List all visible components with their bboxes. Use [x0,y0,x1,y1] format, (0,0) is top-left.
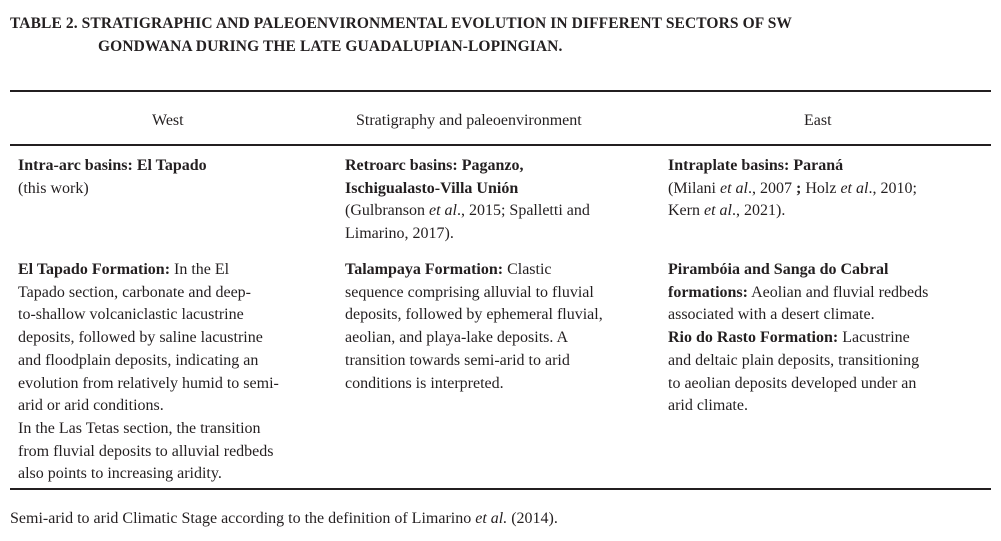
header-west: West [152,112,184,129]
text: In the El [170,261,230,278]
cell-line: Intraplate basins: Paraná [668,155,917,178]
text: and floodplain deposits, indicating an [18,351,259,369]
text: aeolian, and playa-lake deposits. A [345,329,569,347]
cell-line: Talampaya Formation: Clastic [345,259,603,282]
table-cell-west: Intra-arc basins: El Tapado (this work) [18,155,207,200]
text: evolution from relatively humid to semi- [18,374,279,392]
cell-line: from fluvial deposits to alluvial redbed… [18,441,279,464]
text: associated with a desert climate. [668,306,875,324]
cell-line: aeolian, and playa-lake deposits. A [345,327,603,350]
text: sequence comprising alluvial to fluvial [345,283,594,301]
text: (2014). [507,510,558,527]
table-title: TABLE 2. STRATIGRAPHIC AND PALEOENVIRONM… [10,12,792,58]
cell-line: evolution from relatively humid to semi- [18,373,279,396]
top-rule [10,90,991,92]
cell-line: arid or arid conditions. [18,395,279,418]
text: and deltaic plain deposits, transitionin… [668,351,920,369]
bold-text: Rio do Rasto Formation: [668,329,839,347]
text: transition towards semi-arid to arid [345,351,570,369]
bold-text: Intraplate basins: Paraná [668,157,844,174]
text: arid or arid conditions. [18,397,164,415]
cell-line: Rio do Rasto Formation: Lacustrine [668,327,928,350]
cell-line: In the Las Tetas section, the transition [18,418,279,441]
cell-line: (this work) [18,178,207,201]
italic-text: et al. [475,510,508,527]
cell-line: to aeolian deposits developed under an [668,373,928,396]
cell-line: arid climate. [668,395,928,418]
cell-line: Tapado section, carbonate and deep- [18,282,279,305]
cell-line: also points to increasing aridity. [18,463,279,486]
text: Tapado section, carbonate and deep- [18,283,251,301]
cell-line: El Tapado Formation: In the El [18,259,279,282]
italic-text: et al [428,202,457,220]
table-footnote: Semi-arid to arid Climatic Stage accordi… [10,510,558,528]
bold-text: Talampaya Formation: [345,261,504,278]
text: (this work) [18,179,89,197]
cell-line: to-shallow volcaniclastic lacustrine [18,304,279,327]
bold-text: formations: [668,283,748,301]
cell-line: (Gulbranson et al., 2015; Spalletti and [345,200,590,223]
cell-line: Intra-arc basins: El Tapado [18,155,207,178]
bold-text: Pirambóia and Sanga do Cabral [668,261,889,278]
italic-text: et al [703,202,732,220]
cell-line: deposits, followed by ephemeral fluvial, [345,304,603,327]
text: (Gulbranson [345,202,429,220]
text: ., 2021). [731,202,786,220]
table-title-line-2: GONDWANA DURING THE LATE GUADALUPIAN-LOP… [98,38,563,55]
text: ., 2007 [748,179,796,197]
text: also points to increasing aridity. [18,465,222,483]
text: Lacustrine [838,329,910,347]
bold-text: Retroarc basins: Paganzo, [345,157,524,174]
table-cell-east: Pirambóia and Sanga do Cabral formations:… [668,259,928,418]
header-stratigraphy: Stratigraphy and paleoenvironment [356,112,582,129]
bold-text: Intra-arc basins: El Tapado [18,157,207,174]
text: ., 2015; Spalletti and [456,202,590,220]
text: Holz [801,179,841,197]
bold-text: ; [796,179,802,197]
text: to-shallow volcaniclastic lacustrine [18,306,244,324]
cell-line: sequence comprising alluvial to fluvial [345,282,603,305]
cell-line: Ischigualasto-Villa Unión [345,178,590,201]
cell-line: formations: Aeolian and fluvial redbeds [668,282,928,305]
italic-text: et al [720,179,748,197]
bold-text: Ischigualasto-Villa Unión [345,179,519,197]
cell-line: Kern et al., 2021). [668,200,917,223]
text: Clastic [503,261,552,278]
table-title-line-1: TABLE 2. STRATIGRAPHIC AND PALEOENVIRONM… [10,15,793,32]
text: Semi-arid to arid Climatic Stage accordi… [10,510,476,527]
text: to aeolian deposits developed under an [668,374,917,392]
text: In the Las Tetas section, the transition [18,419,261,437]
cell-line: deposits, followed by saline lacustrine [18,327,279,350]
text: (Milani [668,179,720,197]
cell-line: associated with a desert climate. [668,304,928,327]
text: Aeolian and fluvial redbeds [747,283,929,301]
table-cell-stratigraphy: Talampaya Formation: Clastic sequence com… [345,259,603,395]
text: conditions is interpreted. [345,374,504,392]
table-cell-east: Intraplate basins: Paraná (Milani et al.,… [668,155,917,223]
cell-line: and floodplain deposits, indicating an [18,350,279,373]
cell-line: Limarino, 2017). [345,223,590,246]
bottom-rule [10,488,991,490]
text: deposits, followed by saline lacustrine [18,329,263,347]
text: deposits, followed by ephemeral fluvial, [345,306,603,324]
text: Limarino, 2017). [345,225,454,243]
cell-line: Pirambóia and Sanga do Cabral [668,259,928,282]
italic-text: et al [840,179,869,197]
cell-line: transition towards semi-arid to arid [345,350,603,373]
text: from fluvial deposits to alluvial redbed… [18,442,274,460]
text: ., 2010; [868,179,917,197]
table-cell-stratigraphy: Retroarc basins: Paganzo, Ischigualasto-V… [345,155,590,246]
cell-line: conditions is interpreted. [345,373,603,396]
cell-line: and deltaic plain deposits, transitionin… [668,350,928,373]
text: Kern [668,202,704,220]
header-rule [10,144,991,146]
text: arid climate. [668,397,748,415]
bold-text: El Tapado Formation: [18,261,171,278]
cell-line: (Milani et al., 2007 ; Holz et al., 2010… [668,178,917,201]
header-east: East [804,112,832,129]
table-cell-west: El Tapado Formation: In the El Tapado sec… [18,259,279,486]
cell-line: Retroarc basins: Paganzo, [345,155,590,178]
